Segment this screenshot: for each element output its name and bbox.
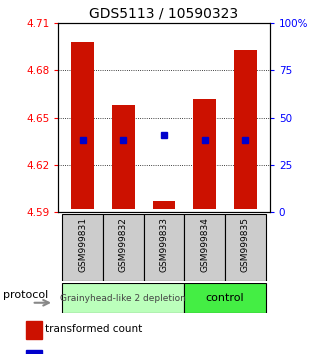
Bar xyxy=(184,214,225,281)
Bar xyxy=(225,214,266,281)
Text: Grainyhead-like 2 depletion: Grainyhead-like 2 depletion xyxy=(60,294,186,303)
Bar xyxy=(62,214,103,281)
Bar xyxy=(62,283,184,313)
Bar xyxy=(26,321,42,339)
Text: protocol: protocol xyxy=(3,290,49,300)
Text: GSM999833: GSM999833 xyxy=(160,217,168,272)
Text: GSM999835: GSM999835 xyxy=(241,217,250,272)
Text: transformed count: transformed count xyxy=(45,325,142,335)
Bar xyxy=(234,50,256,209)
Bar xyxy=(26,350,42,354)
Title: GDS5113 / 10590323: GDS5113 / 10590323 xyxy=(90,6,238,21)
Bar xyxy=(112,105,135,209)
Bar xyxy=(153,201,175,209)
Text: control: control xyxy=(206,293,244,303)
Bar xyxy=(103,214,144,281)
Bar xyxy=(193,99,216,209)
Text: GSM999834: GSM999834 xyxy=(200,217,209,272)
Bar xyxy=(72,42,94,209)
Text: GSM999831: GSM999831 xyxy=(78,217,87,272)
Bar xyxy=(184,283,266,313)
Text: GSM999832: GSM999832 xyxy=(119,217,128,272)
Bar xyxy=(144,214,184,281)
